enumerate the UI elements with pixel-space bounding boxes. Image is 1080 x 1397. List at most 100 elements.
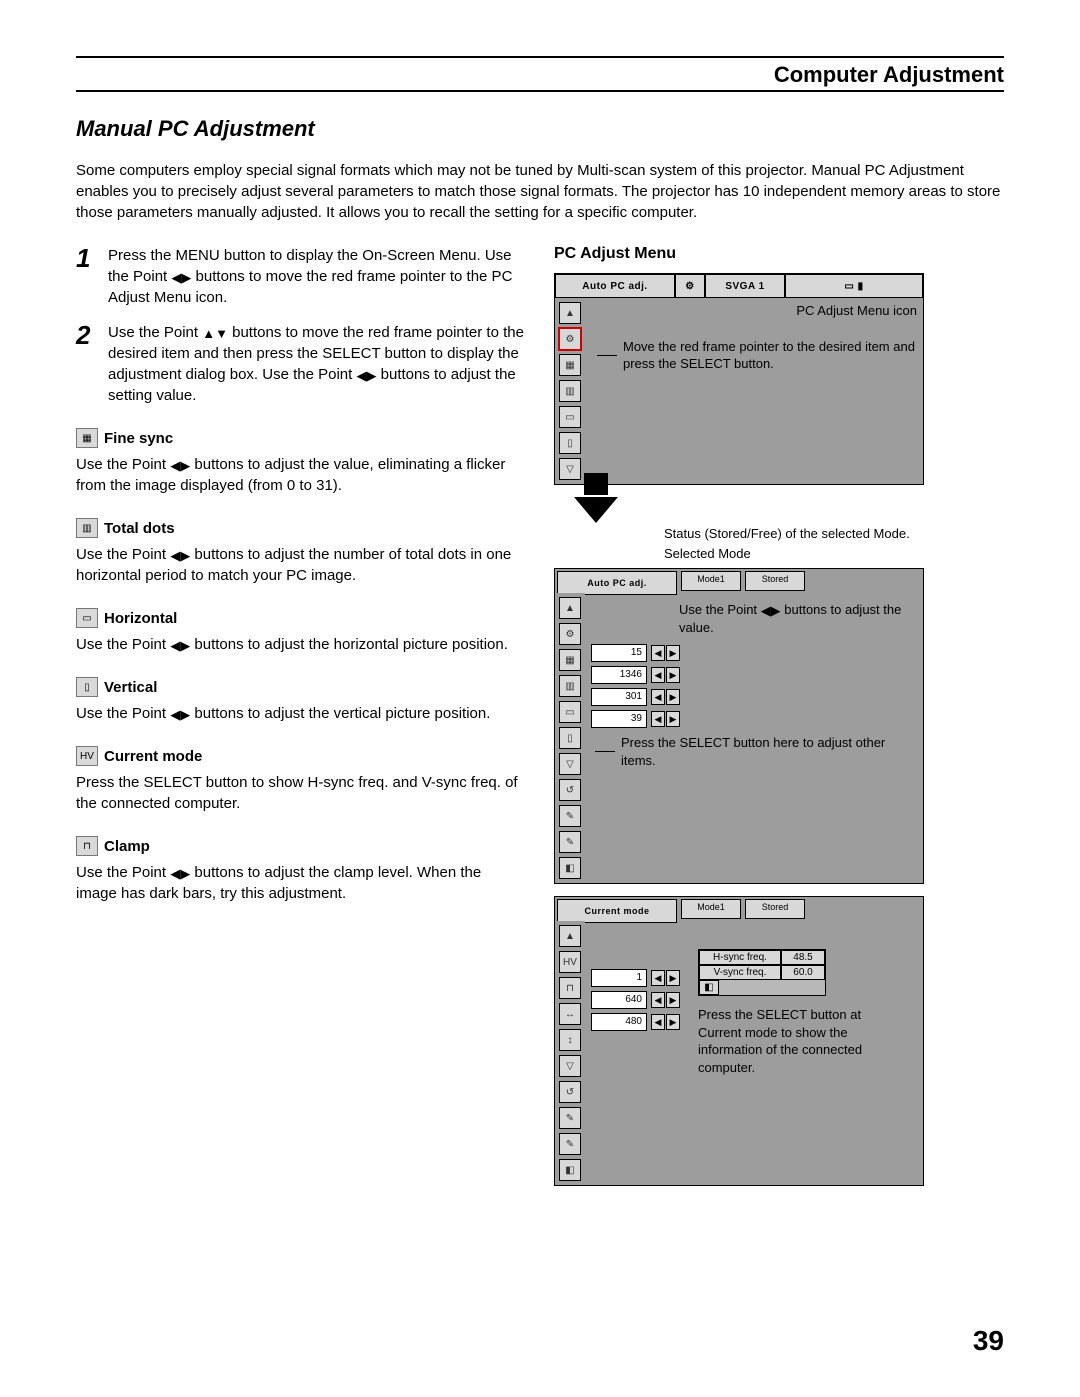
page-number: 39 xyxy=(973,1325,1004,1357)
clamp-icon: ⊓ xyxy=(76,836,98,856)
scroll-down-icon[interactable]: ▽ xyxy=(559,1055,581,1077)
auto-pc-icon[interactable]: ⚙ xyxy=(559,623,581,645)
auto-pc-icon[interactable]: ⚙ xyxy=(559,328,581,350)
horizontal-menu-icon[interactable]: ▭ xyxy=(559,701,581,723)
total-dots-body-a: Use the Point xyxy=(76,546,170,563)
scroll-down-icon[interactable]: ▽ xyxy=(559,753,581,775)
decrement-button[interactable]: ◀ xyxy=(651,1014,665,1030)
horizontal-body: Use the Point ◀▶ buttons to adjust the h… xyxy=(76,634,526,655)
callout-move: Move the red frame pointer to the desire… xyxy=(623,338,917,373)
decrement-button[interactable]: ◀ xyxy=(651,970,665,986)
fine-sync-body: Use the Point ◀▶ buttons to adjust the v… xyxy=(76,454,526,496)
param-total-dots: ▥ Total dots Use the Point ◀▶ buttons to… xyxy=(76,518,526,586)
current-mode-icon: HV xyxy=(76,746,98,766)
step-1-number: 1 xyxy=(76,245,108,308)
reset-icon[interactable]: ↺ xyxy=(559,779,581,801)
callout-selected: Selected Mode xyxy=(664,545,1004,563)
clamp-menu-icon[interactable]: ⊓ xyxy=(559,977,581,999)
fine-sync-menu-icon[interactable]: ▦ xyxy=(559,354,581,376)
vertical-body-b: buttons to adjust the vertical picture p… xyxy=(190,705,490,722)
right-title: PC Adjust Menu xyxy=(554,245,1004,263)
total-dots-title: Total dots xyxy=(104,520,175,537)
horizontal-body-a: Use the Point xyxy=(76,636,170,653)
horizontal-menu-icon[interactable]: ▭ xyxy=(559,406,581,428)
left-right-arrows-icon: ◀▶ xyxy=(170,867,190,880)
left-right-arrows-icon: ◀▶ xyxy=(171,271,191,284)
vertical-title: Vertical xyxy=(104,679,157,696)
vertical-body: Use the Point ◀▶ buttons to adjust the v… xyxy=(76,703,526,724)
vertical-menu-icon[interactable]: ▯ xyxy=(559,432,581,454)
callout-current-info: Press the SELECT button at Current mode … xyxy=(698,1006,878,1076)
increment-button[interactable]: ▶ xyxy=(666,970,680,986)
total-dots-menu-icon[interactable]: ▥ xyxy=(559,380,581,402)
increment-button[interactable]: ▶ xyxy=(666,667,680,683)
decrement-button[interactable]: ◀ xyxy=(651,992,665,1008)
intro-paragraph: Some computers employ special signal for… xyxy=(76,160,1004,223)
scroll-up-icon[interactable]: ▲ xyxy=(559,597,581,619)
decrement-button[interactable]: ◀ xyxy=(651,667,665,683)
fine-sync-menu-icon[interactable]: ▦ xyxy=(559,649,581,671)
increment-button[interactable]: ▶ xyxy=(666,1014,680,1030)
menu2-mode: Mode1 xyxy=(681,571,741,591)
step-1: 1 Press the MENU button to display the O… xyxy=(76,245,526,308)
menu1-signal: SVGA 1 xyxy=(705,274,785,298)
value-row-4: 39 ◀▶ xyxy=(591,710,919,728)
menu2-active-label: Auto PC adj. xyxy=(557,571,677,595)
page-header-title: Computer Adjustment xyxy=(76,62,1004,88)
reset-icon[interactable]: ↺ xyxy=(559,1081,581,1103)
clamp-body: Use the Point ◀▶ buttons to adjust the c… xyxy=(76,862,526,904)
menu3-value-1: 1 xyxy=(591,969,647,987)
scroll-up-icon[interactable]: ▲ xyxy=(559,925,581,947)
value-4: 39 xyxy=(591,710,647,728)
decrement-button[interactable]: ◀ xyxy=(651,645,665,661)
increment-button[interactable]: ▶ xyxy=(666,992,680,1008)
left-right-arrows-icon: ◀▶ xyxy=(170,708,190,721)
total-dots-icon: ▥ xyxy=(76,518,98,538)
increment-button[interactable]: ▶ xyxy=(666,689,680,705)
increment-button[interactable]: ▶ xyxy=(666,645,680,661)
left-right-arrows-icon: ◀▶ xyxy=(170,549,190,562)
menu3-value-3: 480 xyxy=(591,1013,647,1031)
quit-icon[interactable]: ◧ xyxy=(559,857,581,879)
increment-button[interactable]: ▶ xyxy=(666,711,680,727)
left-right-arrows-icon: ◀▶ xyxy=(170,459,190,472)
quit-icon[interactable]: ◧ xyxy=(559,1159,581,1181)
value-2: 1346 xyxy=(591,666,647,684)
current-mode-menu-icon[interactable]: HV xyxy=(559,951,581,973)
menu1-icon: ⚙ xyxy=(675,274,705,298)
v-sync-label: V-sync freq. xyxy=(699,965,781,980)
decrement-button[interactable]: ◀ xyxy=(651,711,665,727)
store-icon[interactable]: ✎ xyxy=(559,831,581,853)
big-arrow xyxy=(554,473,1004,519)
scroll-up-icon[interactable]: ▲ xyxy=(559,302,581,324)
display-area-h-icon[interactable]: ↔ xyxy=(559,1003,581,1025)
callout-line xyxy=(597,355,617,356)
value-row-2: 1346 ◀▶ xyxy=(591,666,919,684)
callout-status: Status (Stored/Free) of the selected Mod… xyxy=(664,525,1004,543)
current-mode-body: Press the SELECT button to show H-sync f… xyxy=(76,772,526,814)
sync-info-table: H-sync freq. 48.5 V-sync freq. 60.0 ◧ xyxy=(698,949,826,996)
vertical-menu-icon[interactable]: ▯ xyxy=(559,727,581,749)
menu2-status: Stored xyxy=(745,571,805,591)
free-icon[interactable]: ✎ xyxy=(559,805,581,827)
value-1: 15 xyxy=(591,644,647,662)
total-dots-menu-icon[interactable]: ▥ xyxy=(559,675,581,697)
decrement-button[interactable]: ◀ xyxy=(651,689,665,705)
close-info-icon[interactable]: ◧ xyxy=(699,980,719,995)
current-mode-title: Current mode xyxy=(104,748,202,765)
free-icon[interactable]: ✎ xyxy=(559,1107,581,1129)
clamp-title: Clamp xyxy=(104,838,150,855)
total-dots-body: Use the Point ◀▶ buttons to adjust the n… xyxy=(76,544,526,586)
menu3-value-2: 640 xyxy=(591,991,647,1009)
store-icon[interactable]: ✎ xyxy=(559,1133,581,1155)
menu-panel-1: Auto PC adj. ⚙ SVGA 1 ▭ ▮ ▲ ⚙ ▦ ▥ ▭ ▯ ▽ … xyxy=(554,273,924,485)
callout-menu-icon: PC Adjust Menu icon xyxy=(591,302,917,320)
param-fine-sync: ▦ Fine sync Use the Point ◀▶ buttons to … xyxy=(76,428,526,496)
menu-panel-3: Current mode Mode1 Stored ▲ HV ⊓ ↔ ↕ ▽ ↺… xyxy=(554,896,924,1186)
menu3-status: Stored xyxy=(745,899,805,919)
vertical-body-a: Use the Point xyxy=(76,705,170,722)
value-row-3: 301 ◀▶ xyxy=(591,688,919,706)
param-vertical: ▯ Vertical Use the Point ◀▶ buttons to a… xyxy=(76,677,526,724)
display-area-v-icon[interactable]: ↕ xyxy=(559,1029,581,1051)
h-sync-label: H-sync freq. xyxy=(699,950,781,965)
